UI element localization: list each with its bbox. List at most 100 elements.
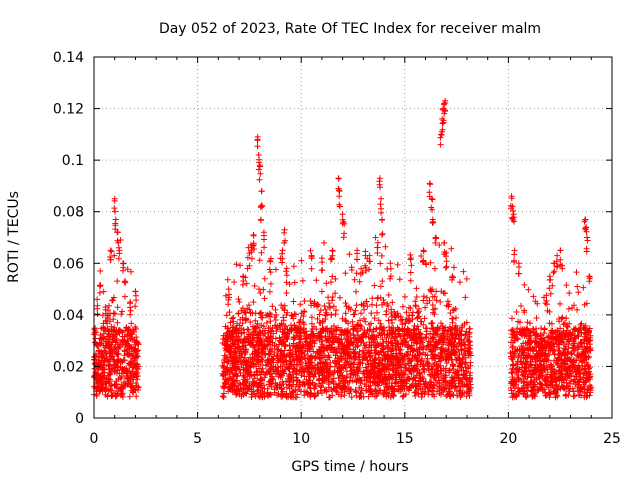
data-point bbox=[338, 393, 345, 400]
data-point bbox=[129, 382, 136, 389]
data-point bbox=[132, 303, 139, 310]
data-point bbox=[356, 278, 363, 285]
data-point bbox=[436, 242, 443, 248]
data-point bbox=[107, 256, 114, 263]
data-point bbox=[92, 371, 99, 378]
data-point bbox=[233, 391, 240, 398]
data-point bbox=[111, 324, 118, 331]
data-point bbox=[104, 333, 111, 340]
data-point bbox=[379, 378, 385, 385]
data-point bbox=[311, 385, 318, 392]
data-point bbox=[296, 345, 302, 352]
data-point bbox=[340, 379, 347, 385]
data-point bbox=[372, 234, 379, 241]
data-point bbox=[225, 358, 232, 365]
data-point bbox=[374, 244, 381, 251]
data-point bbox=[385, 292, 392, 298]
data-point bbox=[371, 355, 378, 362]
data-point bbox=[379, 278, 386, 285]
data-point bbox=[298, 257, 305, 264]
data-point bbox=[394, 324, 401, 331]
data-point bbox=[383, 311, 390, 318]
data-point bbox=[128, 268, 134, 275]
data-point bbox=[408, 262, 415, 269]
data-point bbox=[429, 319, 436, 326]
data-point bbox=[332, 311, 339, 318]
data-point bbox=[324, 369, 331, 376]
data-point bbox=[123, 372, 130, 379]
data-point bbox=[388, 361, 395, 368]
data-point bbox=[258, 375, 265, 382]
data-point bbox=[329, 392, 336, 399]
data-point bbox=[438, 288, 445, 295]
data-point bbox=[244, 326, 251, 333]
y-tick-label: 0.02 bbox=[53, 359, 84, 375]
data-point bbox=[129, 334, 135, 341]
data-point bbox=[384, 301, 391, 307]
data-point bbox=[329, 297, 336, 304]
data-point bbox=[367, 258, 373, 265]
data-point bbox=[233, 325, 239, 332]
data-point bbox=[109, 365, 115, 371]
data-point bbox=[267, 280, 274, 287]
data-point bbox=[368, 332, 375, 339]
data-point bbox=[329, 370, 336, 377]
data-point bbox=[361, 306, 368, 313]
data-point bbox=[329, 335, 336, 342]
data-point bbox=[382, 243, 389, 250]
data-point bbox=[319, 372, 325, 379]
data-point bbox=[402, 320, 409, 327]
data-point bbox=[377, 283, 384, 290]
data-point bbox=[123, 340, 130, 347]
data-point bbox=[394, 261, 401, 268]
data-point bbox=[259, 376, 266, 383]
data-point bbox=[254, 330, 261, 337]
data-point bbox=[290, 263, 297, 270]
data-point bbox=[565, 305, 572, 312]
data-point bbox=[396, 276, 403, 283]
data-point bbox=[453, 388, 460, 395]
data-point bbox=[299, 277, 306, 284]
data-point bbox=[432, 355, 439, 362]
data-point bbox=[128, 320, 135, 327]
data-point bbox=[248, 386, 255, 393]
data-point bbox=[435, 325, 442, 332]
data-point bbox=[260, 286, 267, 293]
data-point bbox=[434, 362, 441, 369]
data-point bbox=[433, 365, 440, 372]
data-point bbox=[236, 366, 243, 373]
data-point bbox=[446, 379, 453, 386]
data-point bbox=[295, 355, 302, 362]
data-point bbox=[407, 348, 414, 355]
data-point bbox=[119, 308, 126, 315]
data-point bbox=[238, 325, 245, 332]
data-point bbox=[231, 357, 238, 364]
data-point bbox=[105, 327, 112, 334]
data-point bbox=[250, 299, 257, 305]
data-point bbox=[100, 357, 107, 364]
data-point bbox=[281, 325, 288, 332]
data-point bbox=[283, 272, 290, 279]
data-point bbox=[377, 201, 384, 208]
data-point bbox=[533, 315, 540, 321]
data-point bbox=[93, 391, 100, 398]
data-point bbox=[573, 269, 580, 276]
data-point bbox=[412, 302, 419, 309]
data-point bbox=[318, 267, 325, 274]
data-point bbox=[108, 248, 115, 255]
data-point bbox=[261, 244, 268, 251]
data-point bbox=[286, 281, 293, 287]
data-point bbox=[101, 347, 108, 354]
data-point bbox=[419, 339, 426, 346]
data-point bbox=[371, 315, 378, 322]
x-tick-label: 25 bbox=[603, 431, 621, 447]
data-point bbox=[326, 379, 333, 386]
data-point bbox=[394, 310, 401, 317]
data-point bbox=[220, 390, 227, 397]
data-point bbox=[100, 288, 107, 295]
data-point bbox=[257, 216, 264, 223]
data-point bbox=[107, 387, 114, 394]
y-tick-label: 0.06 bbox=[53, 256, 84, 272]
data-point bbox=[254, 143, 261, 150]
data-point bbox=[107, 247, 114, 254]
